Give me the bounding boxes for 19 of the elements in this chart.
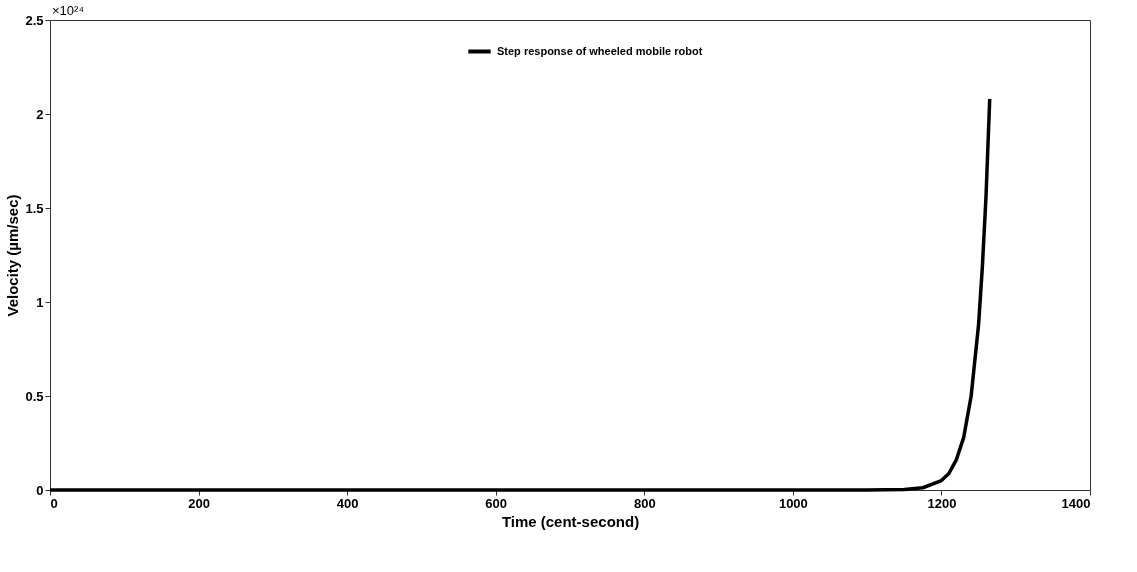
text: ×10²⁴ xyxy=(52,3,84,18)
line-series xyxy=(48,97,992,492)
x-tick-label: 1400 xyxy=(1061,495,1091,511)
x-axis-title: Time (cent-second) xyxy=(501,512,640,530)
x-tick-label: 600 xyxy=(485,495,508,511)
x-tick-label: 800 xyxy=(633,495,656,511)
y-axis-title: Velocity (µm/sec) xyxy=(4,194,22,317)
y-tick-label: 0.5 xyxy=(25,388,44,404)
y-tick-label: 1 xyxy=(36,294,44,310)
y-tick-label: 0 xyxy=(36,482,44,498)
legend-label: Step response of wheeled mobile robot xyxy=(497,44,703,57)
y-tick-label: 2.5 xyxy=(25,12,44,28)
y-tick-label: 1.5 xyxy=(25,200,44,216)
x-tick-label: 1200 xyxy=(927,495,957,511)
x-tick-label: 200 xyxy=(188,495,210,511)
y-tick-label: 2 xyxy=(36,106,44,122)
x-tick-label: 0 xyxy=(50,495,58,511)
x-tick-label: 1000 xyxy=(778,495,808,511)
x-tick-label: 400 xyxy=(336,495,359,511)
